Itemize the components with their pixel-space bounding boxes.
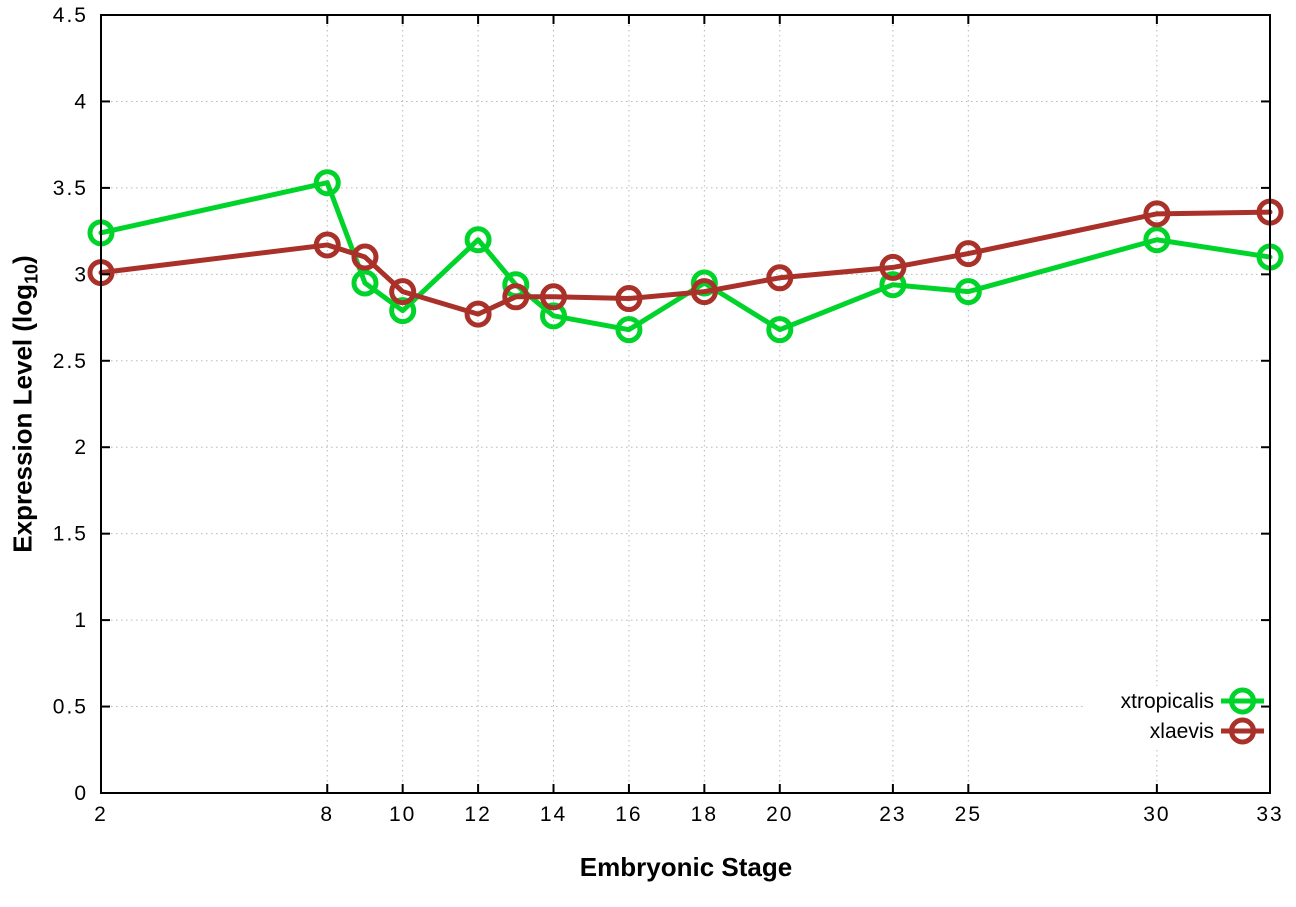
y-axis-title: Expression Level (log10) [8,255,43,552]
x-tick-label: 2 [94,803,108,826]
legend-label: xtropicalis [1121,690,1214,713]
x-tick-label: 14 [540,803,567,826]
y-tick-label: 1.5 [53,523,88,546]
legend-sample-marker [1229,687,1256,715]
series-xtropicalis-marker [540,302,568,330]
series-xtropicalis-marker [389,297,417,325]
series-xlaevis-marker [766,264,794,292]
series-xlaevis-marker [690,278,718,306]
y-axis-title-subscript: 10 [21,263,42,284]
legend-sample-marker [1229,717,1256,745]
y-tick-label: 2.5 [53,350,88,373]
series-xlaevis-marker [502,283,530,311]
series-xlaevis-marker [879,253,907,281]
series-xlaevis-marker [389,278,417,306]
x-tick-label: 25 [955,803,982,826]
x-tick-label: 12 [464,803,491,826]
y-tick-label: 3.5 [53,177,88,200]
series-xlaevis-marker [313,231,341,259]
y-tick-label: 3 [74,263,88,286]
legend-background [1085,686,1268,748]
x-tick-label: 8 [320,803,334,826]
x-tick-label: 33 [1256,803,1283,826]
x-tick-label: 18 [691,803,718,826]
series-xtropicalis-marker [954,278,982,306]
y-tick-label: 4 [74,90,88,113]
series-xlaevis-marker [351,243,379,271]
series-xtropicalis-marker [879,271,907,299]
x-tick-label: 30 [1143,803,1170,826]
series-xtropicalis-marker [1143,226,1171,254]
series-xtropicalis-marker [766,316,794,344]
plot-border [100,14,1271,794]
series-xlaevis-marker [954,240,982,268]
x-tick-label: 10 [389,803,416,826]
series-xlaevis-marker [615,285,643,313]
series-xlaevis-marker [464,300,492,328]
y-tick-label: 2 [74,436,88,459]
y-axis-title-end: ) [7,255,38,264]
series-xtropicalis-marker [351,269,379,297]
y-axis-title-main: Expression Level (log [7,283,38,553]
y-tick-label: 4.5 [53,4,88,27]
x-tick-label: 23 [879,803,906,826]
series-xtropicalis-marker [464,226,492,254]
series-xlaevis-marker [540,283,568,311]
series-xtropicalis-marker [313,169,341,197]
series-xlaevis-marker [1143,200,1171,228]
y-tick-label: 0.5 [53,696,88,719]
y-tick-label: 1 [74,609,88,632]
x-tick-label: 16 [615,803,642,826]
x-tick-label: 20 [766,803,793,826]
x-axis-title: Embryonic Stage [580,852,792,883]
legend-label: xlaevis [1150,720,1214,743]
series-xtropicalis-marker [615,316,643,344]
y-tick-label: 0 [74,782,88,805]
x-axis-title-text: Embryonic Stage [579,852,793,882]
